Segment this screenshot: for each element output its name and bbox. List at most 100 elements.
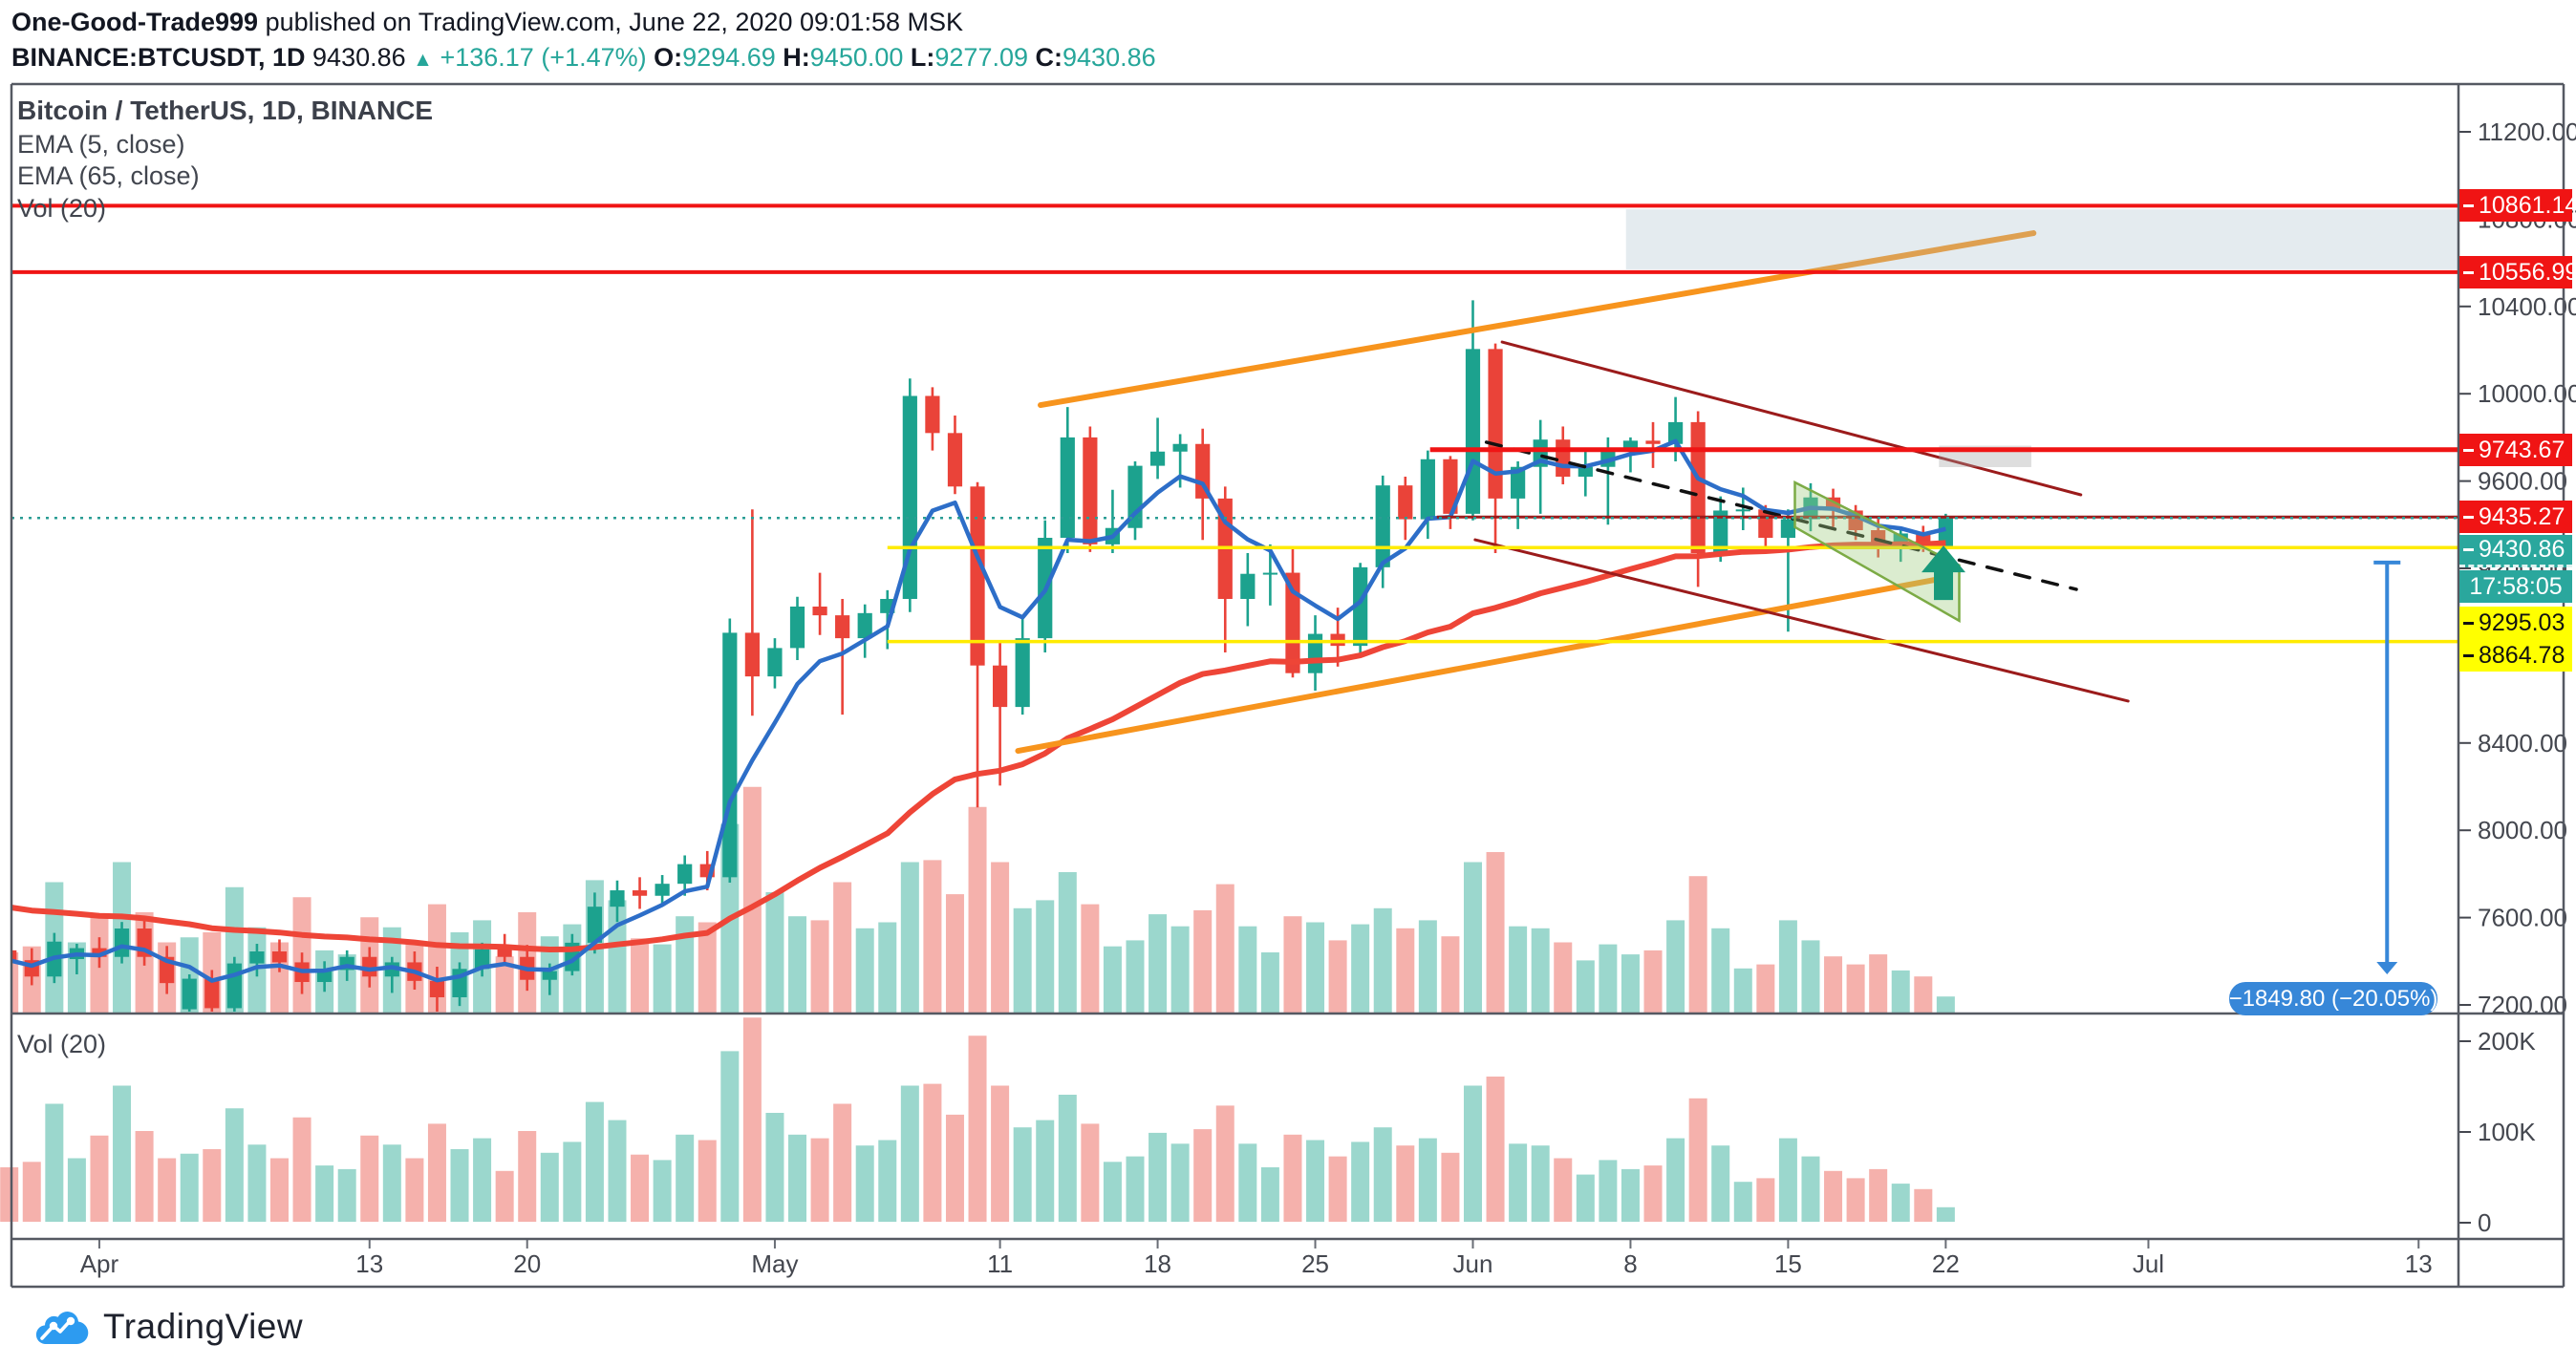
candle-May 4 [835, 615, 850, 639]
channel-shape [1793, 480, 1961, 623]
price-label-resistance-10556[interactable]: 10556.99 [2459, 256, 2576, 288]
rising-channel-lower [1015, 577, 1938, 755]
x-tick-label: 25 [1301, 1249, 1329, 1278]
candle-May 15 [1083, 437, 1098, 544]
candle-Apr 21 [542, 971, 557, 980]
x-tick-label: Jun [1453, 1249, 1493, 1278]
price-label-resistance-10861[interactable]: 10861.14 [2459, 189, 2576, 222]
candle-Jun 1 [1465, 349, 1481, 514]
x-tick-label: 11 [987, 1249, 1013, 1278]
y-tick-label: 8000.00 [2478, 816, 2567, 844]
candle-May 11 [993, 665, 1008, 708]
candle-May 8 [925, 395, 940, 434]
rising-channel-upper [1038, 230, 2037, 409]
legend-ema65[interactable]: EMA (65, close) [17, 161, 200, 190]
price-levels[interactable] [11, 203, 2458, 644]
trendlines[interactable] [1015, 230, 2130, 755]
price-label-text: 9743.67 [2479, 436, 2565, 463]
main-pane[interactable] [0, 203, 2458, 1013]
x-tick-label: Jul [2133, 1249, 2164, 1278]
candle-Jun 6 [1578, 466, 1593, 478]
vol-tick-label: 100K [2478, 1118, 2536, 1146]
price-label-level-9435[interactable]: 9435.27 [2459, 501, 2572, 533]
ema-lines [11, 438, 1946, 983]
candle-May 25 [1307, 633, 1323, 673]
candle-Apr 19 [497, 949, 512, 957]
tradingview-logo-text: TradingView [103, 1307, 304, 1346]
candle-Jun 22 [1938, 518, 1953, 548]
measure-tool-label[interactable]: −1849.80 (−20.05%) [2229, 982, 2437, 1015]
publish-header: One-Good-Trade999 published on TradingVi… [11, 8, 963, 37]
candle-May 29 [1398, 485, 1413, 520]
candlestick-series[interactable] [2, 300, 1953, 1012]
legend-volume-pane[interactable]: Vol (20) [17, 1030, 107, 1058]
x-tick-label: 20 [513, 1249, 541, 1278]
candle-Apr 13 [362, 956, 377, 977]
candle-Apr 2 [114, 928, 130, 957]
candle-May 27 [1353, 566, 1368, 647]
candle-May 1 [767, 648, 783, 677]
x-tick-label: 22 [1932, 1249, 1960, 1278]
bull-flag-channel[interactable] [1793, 480, 1966, 623]
candle-Apr 6 [204, 978, 220, 1009]
candle-May 3 [812, 606, 827, 616]
candle-Jun 10 [1667, 421, 1684, 444]
candle-Jun 11 [1690, 421, 1706, 554]
price-label-resistance-9743[interactable]: 9743.67 [2459, 434, 2572, 466]
candle-Apr 27 [677, 864, 693, 885]
ema5-line [11, 438, 1946, 983]
supply-zone [1625, 209, 2458, 269]
y-tick-label: 7200.00 [2478, 991, 2567, 1019]
author-name[interactable]: One-Good-Trade999 [11, 8, 259, 36]
price-label-last[interactable]: 9430.86 [2459, 535, 2572, 567]
measure-arrow[interactable] [2373, 560, 2401, 975]
price-label-text: 10556.99 [2479, 258, 2576, 286]
tick-dash [2463, 448, 2474, 452]
candle-Jun 5 [1556, 439, 1571, 478]
y-tick-label: 9600.00 [2478, 467, 2567, 496]
close-value: 9430.86 [1063, 43, 1156, 72]
x-tick-label: 13 [2405, 1249, 2433, 1278]
candle-May 19 [1172, 443, 1188, 452]
candle-May 24 [1285, 572, 1300, 673]
price-label-support-8864[interactable]: 8864.78 [2459, 639, 2572, 672]
chart-title[interactable]: Bitcoin / TetherUS, 1D, BINANCE [17, 96, 434, 125]
y-tick-label: 10000.00 [2478, 379, 2576, 408]
tradingview-cloud-icon [35, 1312, 89, 1345]
y-tick-label: 7600.00 [2478, 904, 2567, 932]
tick-dash [2463, 548, 2474, 551]
price-label-text: 9430.86 [2479, 536, 2565, 563]
candle-Jun 8 [1622, 440, 1639, 450]
price-change: +136.17 (+1.47%) [440, 43, 647, 72]
legend-volume-overlay[interactable]: Vol (20) [17, 194, 107, 223]
x-tick-label: 13 [355, 1249, 383, 1278]
candle-May 9 [947, 433, 963, 487]
candle-Jun 15 [1780, 519, 1796, 539]
price-label-support-9295[interactable]: 9295.03 [2459, 607, 2572, 639]
price-label-text: 9295.03 [2479, 608, 2565, 636]
candle-Mar 28 [11, 950, 17, 961]
up-arrow-marker[interactable] [1921, 545, 1966, 601]
tick-dash [2463, 515, 2474, 519]
candle-Apr 25 [632, 890, 648, 896]
candle-Apr 23 [587, 907, 603, 943]
candle-May 22 [1240, 573, 1256, 599]
ema65-line [11, 540, 1946, 952]
time-axis[interactable]: Apr 13 20 May 11 18 25 Jun 8 15 22 Jul 13 [80, 1239, 2433, 1278]
legend-ema5[interactable]: EMA (5, close) [17, 130, 185, 159]
symbol-interval[interactable]: BINANCE:BTCUSDT, 1D [11, 43, 306, 72]
tradingview-logo[interactable]: TradingView [34, 1307, 303, 1347]
candle-Jun 3 [1511, 466, 1526, 499]
publish-info: published on TradingView.com, June 22, 2… [258, 8, 964, 36]
x-tick-label: 8 [1623, 1249, 1637, 1278]
up-arrow-icon: ▲ [413, 49, 433, 71]
candle-Jun 13 [1735, 509, 1750, 512]
candle-Apr 16 [429, 980, 445, 998]
countdown-text: 17:58:05 [2469, 572, 2563, 600]
candle-Apr 30 [744, 632, 760, 677]
y-tick-label: 8400.00 [2478, 729, 2567, 758]
candle-Jun 12 [1713, 510, 1728, 554]
volume-pane-series[interactable] [0, 1017, 1955, 1222]
